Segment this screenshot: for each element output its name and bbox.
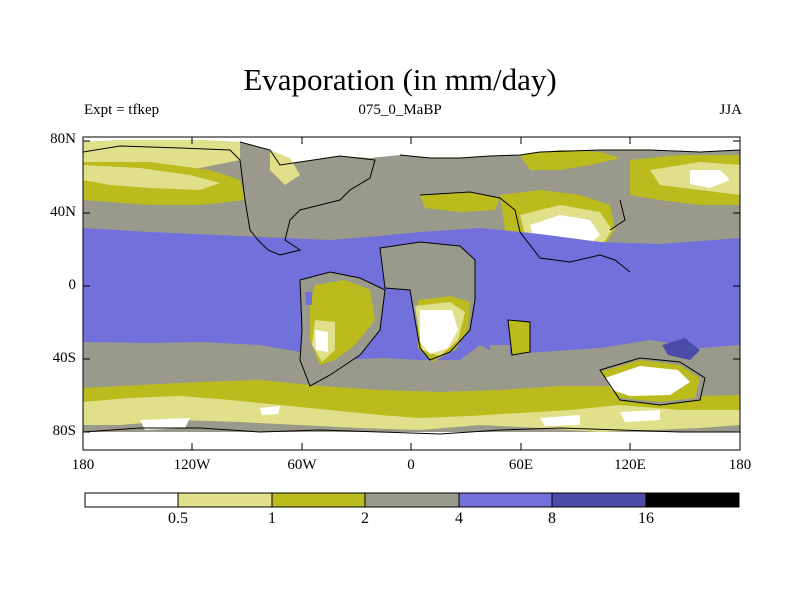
greenland-arctic-yellow [270,150,300,185]
lon-label-60e: 60E [508,457,534,473]
lon-label-60w: 60W [287,457,317,473]
period-label: 075_0_MaBP [358,102,442,118]
antarctic-white-patches [140,406,660,430]
colorbar-box-4 [364,492,460,508]
south-america-white [315,330,328,352]
colorbar-label-1: 1 [268,510,276,527]
colorbar-box-5 [458,492,553,508]
experiment-label: Expt = tfkep [84,102,160,118]
lat-label-40n: 40N [50,204,76,220]
australia-white [605,366,690,396]
lat-label-80n: 80N [50,131,76,147]
lon-label-180e: 180 [728,457,752,473]
dark-blue-patch [662,338,700,360]
colorbar-label-8: 8 [548,510,556,527]
coast-africa [379,241,476,361]
colorbar-label-0-5: 0.5 [168,510,188,527]
coast-south-america [299,271,386,387]
colorbar-label-16: 16 [638,510,654,527]
madagascar-grey [490,345,510,360]
colorbar-box-2 [177,492,273,508]
coast-madagascar [507,319,531,356]
madagascar-yellow [508,320,530,355]
season-label: JJA [719,102,742,118]
colorbar-label-4: 4 [455,510,463,527]
africa-white [420,310,458,354]
coast-antarctica [83,427,740,435]
sahara-yellow [420,192,500,212]
axis-ticks [82,137,741,450]
lat-label-40s: 40S [52,350,76,366]
siberia-white [690,170,730,188]
lon-label-120w: 120W [173,457,211,473]
colorbar [84,492,740,508]
map-title: Evaporation (in mm/day) [243,62,557,97]
coast-eurasia [399,149,740,273]
lat-label-80s: 80S [52,423,76,439]
coast-australia [599,357,706,406]
colorbar-box-1 [84,492,179,508]
patagonia-blue [305,292,312,305]
colorbar-box-3 [271,492,366,508]
arctic-white-region [83,137,740,165]
colorbar-label-2: 2 [361,510,369,527]
lon-label-0: 0 [407,457,415,473]
colorbar-box-6 [551,492,647,508]
lon-label-120e: 120E [614,457,646,473]
colorbar-box-7 [645,492,740,508]
coast-north-america [83,141,376,256]
antarctica-white [83,432,740,450]
europe-yellow [520,150,620,170]
north-pacific-lightband [83,165,220,190]
lon-label-180w: 180 [71,457,95,473]
lat-label-0: 0 [68,277,77,293]
